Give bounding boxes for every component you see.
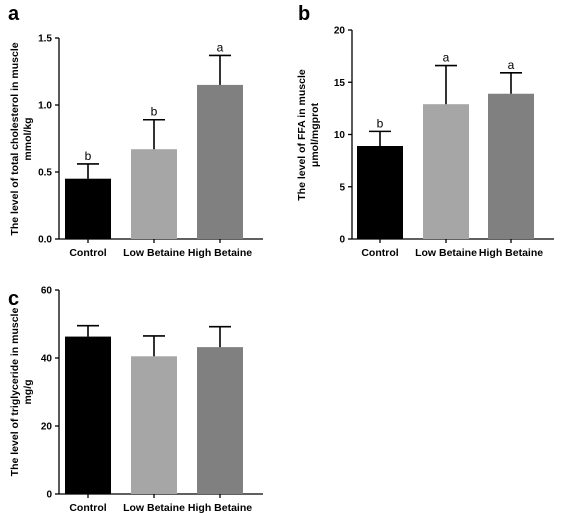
- category-label: Control: [361, 247, 398, 259]
- category-label: Control: [69, 247, 106, 259]
- y-tick-label: 1.5: [38, 34, 52, 45]
- y-tick-label: 60: [41, 286, 53, 297]
- significance-label: b: [151, 105, 158, 119]
- y-tick-label: 20: [334, 26, 346, 37]
- y-tick-label: 40: [41, 354, 53, 365]
- y-tick-label: 20: [41, 422, 53, 433]
- y-axis-title-line: μmol/mgprot: [309, 102, 321, 167]
- y-tick-label: 0.5: [38, 168, 52, 179]
- y-tick-label: 1.0: [38, 101, 52, 112]
- y-tick-label: 5: [339, 182, 345, 193]
- panel-letter: a: [8, 3, 20, 25]
- category-label: Control: [69, 502, 106, 513]
- significance-label: a: [217, 40, 224, 54]
- bar: [423, 104, 469, 239]
- bar: [131, 356, 177, 494]
- bar: [197, 347, 243, 494]
- category-label: Low Betaine: [123, 502, 185, 513]
- panel-c: c 0 20 40 60 The level of triglyceride in mus…: [8, 286, 263, 513]
- panel-b: b 0 5 10 15 20 The level of FFA in muscle μmol/…: [296, 3, 554, 259]
- panel-a: a 0.0 0.5 1.0 1.5 The level of total choleste…: [8, 3, 263, 259]
- category-label: High Betaine: [479, 247, 543, 259]
- significance-label: a: [443, 51, 450, 65]
- bar: [65, 178, 111, 239]
- bar: [357, 145, 403, 239]
- panel-letter: c: [8, 288, 19, 310]
- category-label: High Betaine: [188, 247, 252, 259]
- y-axis-title-line: mmol/kg: [22, 117, 34, 160]
- y-axis-title: The level of total cholesterol in muscle…: [9, 42, 34, 235]
- category-label: High Betaine: [188, 502, 252, 513]
- bar: [197, 84, 243, 240]
- y-axis-title-line: The level of total cholesterol in muscle: [9, 42, 21, 235]
- y-tick-label: 0: [339, 235, 345, 246]
- y-axis-title-line: The level of triglyceride in muscle: [9, 308, 21, 477]
- y-tick-label: 10: [334, 130, 346, 141]
- y-axis-title: The level of triglyceride in muscle mg/g: [9, 308, 34, 477]
- category-label: Low Betaine: [123, 247, 185, 259]
- bar: [65, 336, 111, 494]
- significance-label: b: [85, 149, 92, 163]
- y-axis-title-line: The level of FFA in muscle: [296, 69, 308, 201]
- significance-label: b: [377, 116, 384, 130]
- y-tick-label: 0.0: [38, 235, 52, 246]
- y-axis-title-line: mg/g: [22, 379, 34, 404]
- significance-label: a: [508, 58, 515, 72]
- y-tick-label: 0: [46, 490, 52, 501]
- category-label: Low Betaine: [415, 247, 477, 259]
- panel-letter: b: [298, 3, 310, 25]
- bar: [131, 149, 177, 239]
- y-axis-title: The level of FFA in muscle μmol/mgprot: [296, 69, 321, 201]
- bar: [488, 93, 534, 240]
- y-tick-label: 15: [334, 78, 346, 89]
